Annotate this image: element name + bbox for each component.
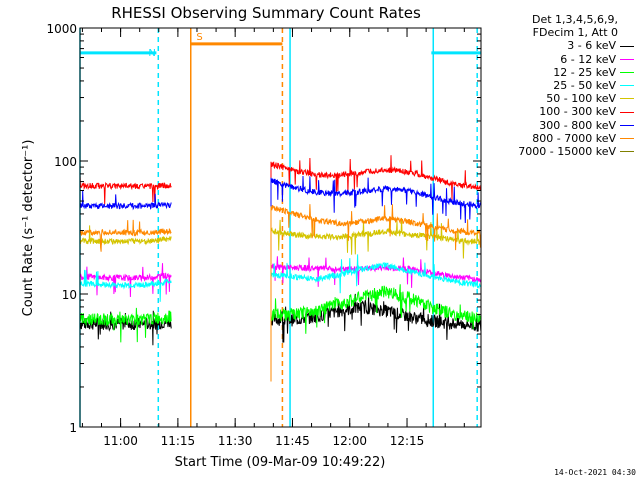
flag-label-N: N <box>148 48 155 59</box>
legend: Det 1,3,4,5,6,9, FDecim 1, Att 0 3 - 6 k… <box>484 13 634 158</box>
generation-timestamp: 14-Oct-2021 04:30 <box>554 468 636 477</box>
series-line-6-post <box>270 175 482 382</box>
series-line-3-post <box>270 254 482 382</box>
legend-swatch-6 <box>620 124 634 126</box>
plot-frame <box>79 27 482 428</box>
y-tick-label-100: 100 <box>54 155 77 169</box>
legend-label-3: 25 - 50 keV <box>553 79 616 93</box>
plot-area: NS <box>79 28 482 427</box>
legend-swatch-1 <box>620 58 634 60</box>
legend-swatch-3 <box>620 85 634 87</box>
legend-entry-4: 50 - 100 keV <box>484 92 634 105</box>
series-line-6-pre <box>79 190 172 211</box>
x-tick-label-11:30: 11:30 <box>218 434 253 448</box>
legend-entry-3: 25 - 50 keV <box>484 79 634 92</box>
y-tick-label-1: 1 <box>69 421 77 435</box>
legend-entry-5: 100 - 300 keV <box>484 105 634 118</box>
y-axis-label: Count Rate (s⁻¹ detector⁻¹) <box>21 140 36 317</box>
y-tick-label-1000: 1000 <box>46 22 77 36</box>
series-line-4-pre <box>79 225 172 246</box>
chart-title: RHESSI Observing Summary Count Rates <box>111 4 421 22</box>
legend-entries: 3 - 6 keV 6 - 12 keV 12 - 25 keV 25 - 50 ke… <box>484 39 634 158</box>
legend-swatch-0 <box>620 45 634 47</box>
legend-label-8: 7000 - 15000 keV <box>518 145 616 159</box>
y-tick-label-10: 10 <box>62 288 77 302</box>
x-tick-label-12:00: 12:00 <box>332 434 367 448</box>
legend-label-4: 50 - 100 keV <box>546 92 616 106</box>
legend-swatch-7 <box>620 137 634 139</box>
legend-entry-0: 3 - 6 keV <box>484 39 634 52</box>
x-tick-label-11:00: 11:00 <box>103 434 138 448</box>
series-line-3-pre <box>79 269 172 302</box>
legend-label-2: 12 - 25 keV <box>553 65 616 79</box>
x-tick-label-11:15: 11:15 <box>161 434 196 448</box>
x-axis-label: Start Time (09-Mar-09 10:49:22) <box>175 455 386 470</box>
legend-header-line2: FDecim 1, Att 0 <box>532 26 618 40</box>
legend-swatch-5 <box>620 111 634 113</box>
legend-entry-1: 6 - 12 keV <box>484 53 634 66</box>
series-line-5-post <box>270 155 481 382</box>
series-line-4-post <box>270 217 482 382</box>
axes: 1 10 100 1000 11:00 11:15 11:30 11:45 12:00 12:15 <box>46 22 481 448</box>
legend-label-0: 3 - 6 keV <box>567 39 616 53</box>
series-line-2-pre <box>79 307 172 343</box>
flag-label-S: S <box>196 32 202 43</box>
series-line-2-post <box>270 284 482 382</box>
legend-label-1: 6 - 12 keV <box>560 52 616 66</box>
legend-swatch-2 <box>620 71 634 73</box>
legend-label-5: 100 - 300 keV <box>539 105 616 119</box>
series-line-7-pre <box>79 219 172 252</box>
x-tick-label-12:15: 12:15 <box>390 434 425 448</box>
series-line-7-post <box>270 204 482 382</box>
legend-entry-6: 300 - 800 keV <box>484 119 634 132</box>
series-line-5-pre <box>79 174 172 205</box>
legend-header-line1: Det 1,3,4,5,6,9, <box>531 13 618 26</box>
legend-swatch-4 <box>620 98 634 100</box>
legend-entry-8: 7000 - 15000 keV <box>484 145 634 158</box>
legend-swatch-8 <box>620 151 634 153</box>
series-line-0-post <box>270 292 482 382</box>
legend-label-6: 300 - 800 keV <box>539 118 616 132</box>
legend-label-7: 800 - 7000 keV <box>532 131 616 145</box>
x-tick-label-11:45: 11:45 <box>275 434 310 448</box>
series-line-1-post <box>270 256 482 382</box>
legend-entry-7: 800 - 7000 keV <box>484 132 634 145</box>
legend-entry-2: 12 - 25 keV <box>484 66 634 79</box>
series-line-1-pre <box>79 263 172 298</box>
